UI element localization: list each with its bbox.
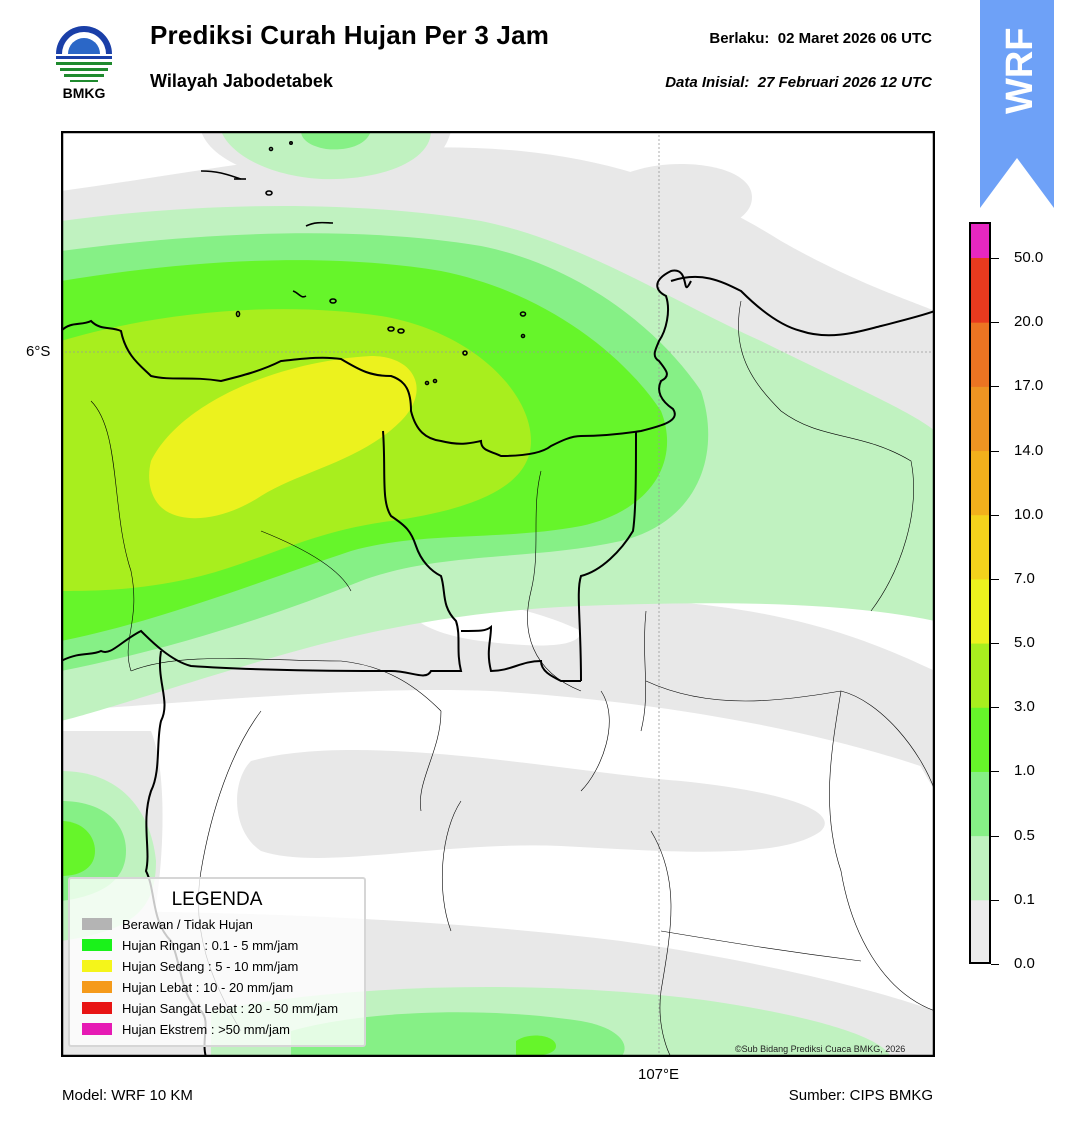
colorbar-tick-label: 10.0 [1014, 505, 1044, 523]
island [200, 170, 242, 180]
colorbar-tick-mark [991, 771, 999, 773]
colorbar-segment [969, 578, 991, 644]
island [387, 326, 395, 332]
page-title: Prediksi Curah Hujan Per 3 Jam [150, 20, 550, 50]
valid-label: Berlaku: [709, 30, 770, 47]
colorbar-segment [969, 771, 991, 837]
island [289, 141, 294, 146]
colorbar-segment [969, 643, 991, 708]
colorbar-tick-mark [991, 643, 999, 645]
colorbar-tick-label: 1.0 [1014, 762, 1035, 780]
lon-label: 107°E [638, 1066, 680, 1083]
colorbar-segment [969, 386, 991, 452]
legend-label: Berawan / Tidak Hujan [122, 916, 253, 932]
colorbar-segment [969, 450, 991, 516]
page-subtitle: Wilayah Jabodetabek [150, 71, 333, 91]
colorbar-segment [969, 899, 991, 964]
legend-title: LEGENDA [171, 889, 263, 910]
copyright-text: ©Sub Bidang Prediksi Cuaca BMKG, 2026 [735, 1044, 906, 1054]
colorbar-tick-label: 0.0 [1014, 955, 1035, 972]
colorbar-segment [969, 514, 991, 580]
legend-label: Hujan Sedang : 5 - 10 mm/jam [122, 958, 299, 974]
colorbar-segment [969, 322, 991, 387]
bmkg-logo-icon [56, 26, 112, 82]
island [265, 190, 273, 196]
colorbar-tick-mark [991, 386, 999, 388]
init-value: 27 Februari 2026 12 UTC [757, 74, 932, 91]
legend-swatch [82, 981, 112, 993]
province-boundary [460, 624, 581, 682]
legend-label: Hujan Sangat Lebat : 20 - 50 mm/jam [122, 1000, 339, 1016]
island [519, 311, 527, 317]
colorbar-tick-label: 17.0 [1014, 377, 1044, 395]
valid-time: Berlaku: 02 Maret 2026 06 UTC [709, 30, 932, 47]
legend-label: Hujan Ringan : 0.1 - 5 mm/jam [122, 937, 299, 953]
model-info: Model: WRF 10 KM [62, 1087, 193, 1104]
colorbar-tick-label: 14.0 [1014, 441, 1044, 459]
coastline [61, 269, 692, 458]
coastline [670, 275, 935, 337]
legend-item: Hujan Lebat : 10 - 20 mm/jam [82, 979, 294, 995]
province-boundary [61, 430, 463, 677]
legend-swatch [82, 939, 112, 951]
colorbar-tick-mark [991, 258, 999, 259]
legend-swatch [82, 1002, 112, 1014]
init-time: Data Inisial: 27 Februari 2026 12 UTC [665, 74, 932, 91]
init-label: Data Inisial: [665, 74, 750, 91]
island [462, 350, 468, 356]
colorbar-tick-mark [991, 322, 999, 324]
colorbar-tick-mark [991, 835, 999, 837]
valid-value: 02 Maret 2026 06 UTC [777, 30, 932, 47]
colorbar-tick-label: 5.0 [1014, 634, 1035, 652]
legend-item: Hujan Ringan : 0.1 - 5 mm/jam [82, 937, 299, 953]
colorbar-segment [969, 707, 991, 772]
legend-label: Hujan Lebat : 10 - 20 mm/jam [122, 979, 294, 995]
wrf-badge: WRF [980, 0, 1054, 208]
island [432, 378, 438, 384]
legend-item: Hujan Sedang : 5 - 10 mm/jam [82, 958, 299, 974]
legend-swatch [82, 960, 112, 972]
island [292, 290, 307, 298]
colorbar-segment [969, 258, 991, 323]
source-info: Sumber: CIPS BMKG [788, 1087, 933, 1104]
colorbar-tick-label: 0.5 [1014, 826, 1035, 844]
colorbar-tick-label: 20.0 [1014, 313, 1044, 331]
rainfall-map [61, 131, 935, 1057]
legend-item: Berawan / Tidak Hujan [82, 916, 253, 932]
island [397, 328, 405, 334]
island [268, 146, 274, 152]
colorbar-tick-label: 50.0 [1014, 249, 1044, 266]
colorbar [969, 222, 991, 964]
colorbar-border [969, 222, 991, 964]
logo-text: BMKG [62, 85, 106, 101]
province-boundary [577, 430, 637, 682]
colorbar-tick-mark [991, 514, 999, 516]
colorbar-tick-mark [991, 899, 999, 901]
colorbar-tick-label: 3.0 [1014, 698, 1035, 716]
colorbar-tick-mark [991, 578, 999, 580]
legend-swatch [82, 1023, 112, 1035]
legend-box: LEGENDA Berawan / Tidak Hujan Hujan Ring… [68, 877, 366, 1047]
colorbar-segment [969, 222, 991, 258]
island [329, 298, 337, 304]
island [235, 310, 241, 318]
legend-swatch [82, 918, 112, 930]
colorbar-tick-label: 0.1 [1014, 890, 1035, 908]
wrf-badge-text: WRF [999, 27, 1041, 114]
colorbar-tick-label: 7.0 [1014, 569, 1035, 587]
legend-label: Hujan Ekstrem : >50 mm/jam [122, 1021, 290, 1037]
lat-label: 6°S [26, 343, 51, 360]
colorbar-segment [969, 835, 991, 901]
colorbar-tick-mark [991, 707, 999, 709]
legend-item: Hujan Sangat Lebat : 20 - 50 mm/jam [82, 1000, 339, 1016]
island [305, 221, 334, 227]
island [520, 333, 526, 339]
rain-area [149, 356, 417, 519]
island [424, 380, 430, 386]
colorbar-tick-mark [991, 450, 999, 452]
colorbar-tick-mark [991, 964, 999, 965]
legend-item: Hujan Ekstrem : >50 mm/jam [82, 1021, 290, 1037]
